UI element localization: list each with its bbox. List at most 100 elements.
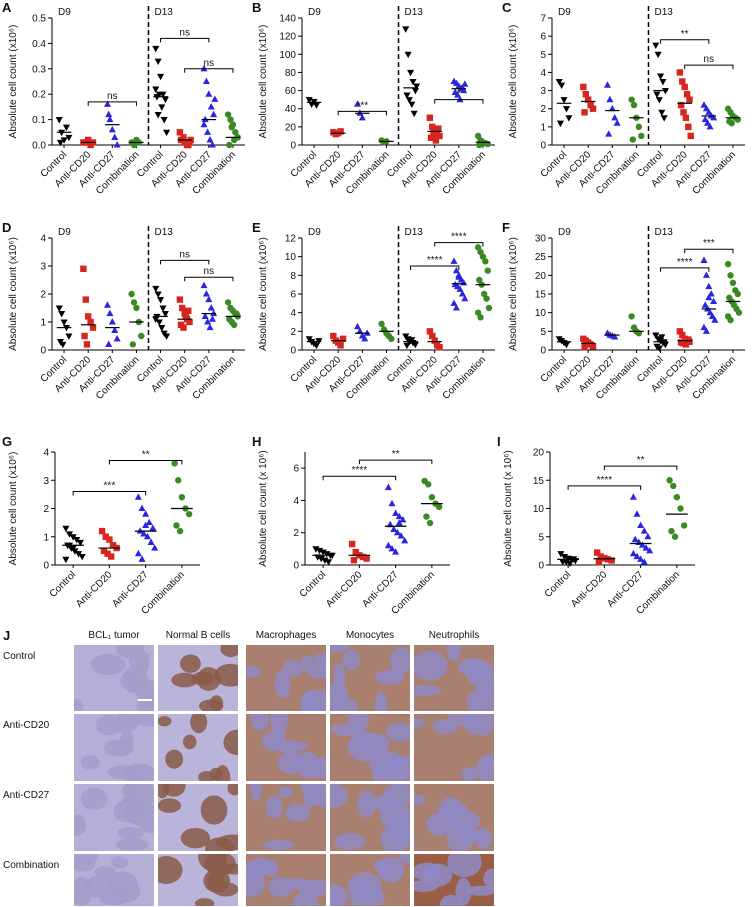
histology-image bbox=[330, 714, 410, 781]
data-point bbox=[655, 97, 663, 104]
data-point bbox=[105, 340, 113, 347]
data-point bbox=[179, 304, 186, 312]
significance-label: ** bbox=[637, 455, 645, 466]
tissue-region bbox=[380, 823, 410, 851]
data-point bbox=[201, 115, 209, 123]
data-point bbox=[685, 123, 692, 131]
data-point bbox=[185, 141, 192, 149]
tissue-region bbox=[194, 898, 215, 906]
y-tick-label: 10 bbox=[533, 504, 545, 515]
tissue-region bbox=[414, 794, 426, 805]
data-point bbox=[405, 97, 413, 104]
tissue-region bbox=[274, 669, 291, 699]
tissue-region bbox=[330, 784, 348, 809]
data-point bbox=[205, 90, 213, 97]
data-point bbox=[653, 91, 661, 99]
tissue-region bbox=[198, 771, 215, 781]
tissue-region bbox=[111, 856, 129, 869]
data-point bbox=[608, 557, 615, 564]
data-point bbox=[105, 110, 113, 118]
tissue-region bbox=[94, 865, 116, 879]
tissue-region bbox=[133, 658, 149, 675]
data-point bbox=[706, 123, 714, 130]
y-axis-label: Absolute cell count (x10⁶) bbox=[8, 237, 19, 351]
data-point bbox=[353, 100, 362, 107]
y-tick-label: 6 bbox=[290, 290, 296, 301]
data-point bbox=[330, 332, 337, 340]
tissue-region bbox=[330, 645, 350, 653]
data-point bbox=[205, 295, 213, 303]
data-point bbox=[702, 271, 710, 278]
histology-image bbox=[414, 645, 494, 711]
significance-bracket bbox=[660, 267, 710, 272]
column-header: Macrophages bbox=[256, 630, 317, 641]
tissue-region bbox=[414, 717, 425, 729]
histology-image bbox=[74, 714, 154, 781]
histology-image bbox=[74, 645, 154, 711]
significance-label: ns bbox=[204, 58, 215, 69]
data-point bbox=[176, 296, 184, 303]
data-point bbox=[98, 527, 106, 535]
tissue-region bbox=[277, 751, 306, 774]
significance-bracket bbox=[160, 259, 210, 265]
data-point bbox=[87, 318, 94, 326]
data-point bbox=[152, 316, 160, 324]
significance-bracket bbox=[434, 242, 484, 247]
data-point bbox=[328, 552, 336, 560]
data-point bbox=[319, 549, 327, 556]
data-point bbox=[176, 527, 184, 535]
data-point bbox=[163, 333, 171, 340]
data-point bbox=[113, 334, 121, 342]
data-point bbox=[411, 88, 419, 95]
data-point bbox=[171, 460, 178, 467]
significance-label: ** bbox=[142, 449, 150, 460]
tissue-region bbox=[264, 860, 279, 878]
tissue-region bbox=[158, 798, 182, 813]
tissue-region bbox=[107, 881, 141, 904]
group-label: D9 bbox=[58, 7, 71, 18]
data-point bbox=[84, 136, 92, 144]
histology-image bbox=[74, 784, 154, 851]
data-point bbox=[566, 560, 574, 568]
column-header: Monocytes bbox=[346, 630, 394, 641]
y-tick-label: 0.0 bbox=[32, 141, 46, 152]
data-point bbox=[312, 102, 320, 109]
data-point bbox=[595, 558, 603, 566]
tissue-region bbox=[205, 837, 235, 851]
data-point bbox=[584, 96, 592, 103]
data-point bbox=[735, 309, 743, 316]
tissue-region bbox=[330, 723, 363, 736]
data-point bbox=[593, 549, 601, 556]
row-label: Anti-CD27 bbox=[3, 790, 50, 801]
data-point bbox=[397, 532, 405, 539]
x-tick-label: Control bbox=[298, 569, 329, 600]
significance-label: *** bbox=[356, 100, 368, 111]
group-label: D9 bbox=[308, 7, 321, 18]
data-point bbox=[82, 296, 89, 303]
data-point bbox=[425, 481, 432, 488]
tissue-region bbox=[374, 691, 388, 711]
tissue-region bbox=[261, 731, 286, 752]
data-point bbox=[724, 260, 732, 268]
tissue-region bbox=[398, 854, 410, 864]
data-point bbox=[358, 113, 366, 121]
tissue-region bbox=[439, 894, 463, 906]
data-point bbox=[386, 520, 394, 528]
data-point bbox=[163, 129, 171, 137]
tissue-region bbox=[223, 729, 238, 756]
y-tick-label: 2 bbox=[43, 504, 49, 515]
data-point bbox=[705, 282, 713, 290]
data-point bbox=[111, 133, 119, 140]
y-tick-label: 120 bbox=[279, 32, 296, 43]
data-point bbox=[478, 138, 485, 145]
y-tick-label: 3 bbox=[43, 476, 49, 487]
y-tick-label: 3 bbox=[540, 86, 546, 97]
tissue-region bbox=[312, 653, 326, 666]
y-tick-label: 0.1 bbox=[32, 115, 46, 126]
data-point bbox=[361, 334, 369, 342]
data-point bbox=[230, 136, 238, 144]
significance-bracket bbox=[358, 459, 433, 465]
tissue-region bbox=[74, 814, 87, 836]
tissue-region bbox=[262, 839, 294, 850]
